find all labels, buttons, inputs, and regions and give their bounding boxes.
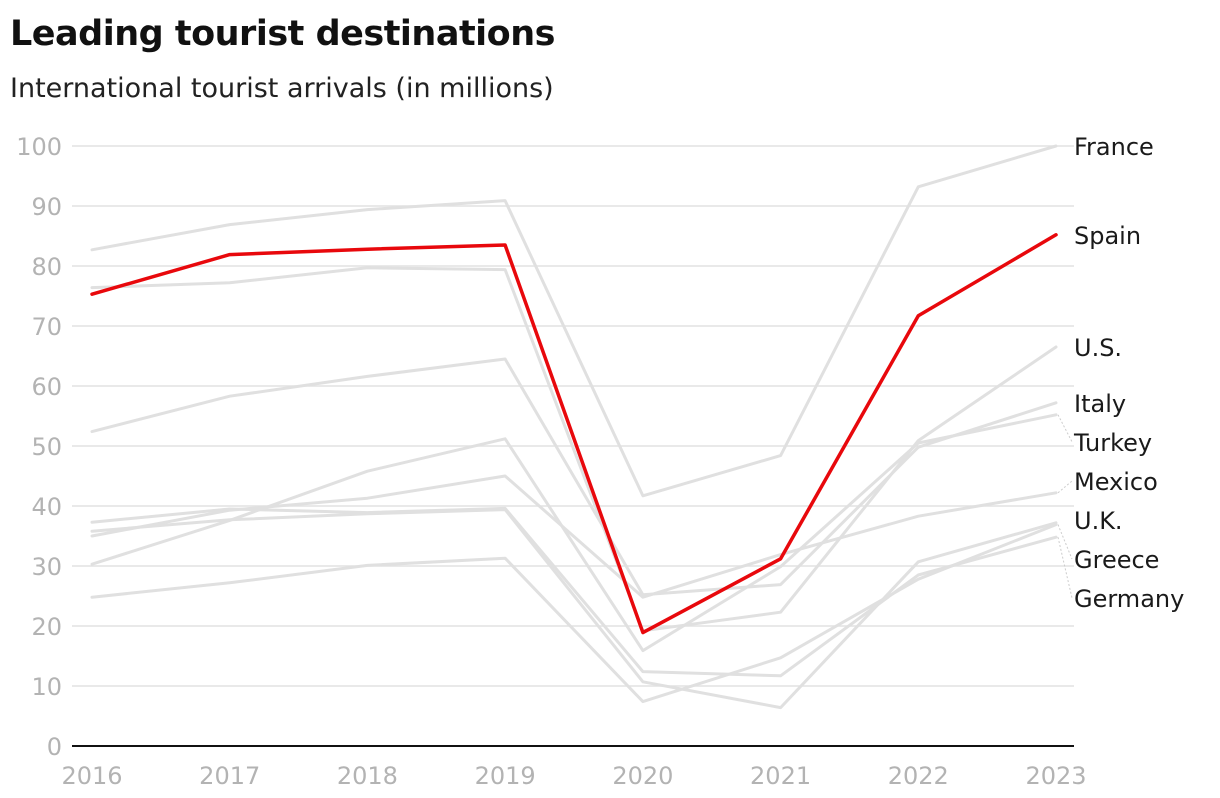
series-label-greece: Greece — [1074, 546, 1159, 574]
y-tick-label: 60 — [31, 373, 62, 401]
x-tick-label: 2021 — [750, 762, 811, 790]
label-leader-greece — [1057, 524, 1073, 560]
y-tick-label: 30 — [31, 553, 62, 581]
x-tick-label: 2023 — [1025, 762, 1086, 790]
series-line-spain — [90, 233, 1058, 635]
y-tick-label: 0 — [47, 733, 62, 761]
label-leader-germany — [1057, 537, 1073, 599]
y-tick-label: 20 — [31, 613, 62, 641]
y-tick-label: 10 — [31, 673, 62, 701]
series-label-turkey: Turkey — [1073, 429, 1152, 457]
y-tick-label: 70 — [31, 313, 62, 341]
x-tick-label: 2016 — [61, 762, 122, 790]
x-tick-label: 2020 — [612, 762, 673, 790]
chart-title: Leading tourist destinations — [10, 14, 555, 54]
series-lines — [90, 144, 1058, 710]
series-label-france: France — [1074, 133, 1154, 161]
y-tick-label: 100 — [16, 133, 62, 161]
series-line-greece — [90, 523, 1058, 704]
series-label-u-s: U.S. — [1074, 334, 1122, 362]
series-line-france — [90, 144, 1058, 498]
y-tick-label: 50 — [31, 433, 62, 461]
series-label-mexico: Mexico — [1074, 468, 1158, 496]
series-label-spain: Spain — [1074, 222, 1141, 250]
series-line-turkey — [90, 413, 1058, 653]
y-tick-label: 80 — [31, 253, 62, 281]
label-leader-turkey — [1057, 414, 1073, 443]
chart-subtitle: International tourist arrivals (in milli… — [10, 73, 554, 104]
y-tick-label: 40 — [31, 493, 62, 521]
x-tick-label: 2018 — [337, 762, 398, 790]
label-leader-mexico — [1057, 480, 1073, 494]
x-tick-label: 2019 — [475, 762, 536, 790]
axes: 0 10 20 30 40 50 60 70 80 90 100 2016 2017 2018 2019 20… — [16, 133, 1086, 790]
series-line-u-k — [90, 508, 1058, 710]
series-line-germany — [90, 506, 1058, 678]
grid-lines — [72, 145, 1074, 687]
series-line-italy — [90, 357, 1058, 597]
x-tick-label: 2022 — [888, 762, 949, 790]
series-label-u-k: U.K. — [1074, 507, 1123, 535]
series-labels: France Spain U.S. Italy Turkey Mexico U.K. Gree… — [1057, 133, 1184, 613]
y-tick-label: 90 — [31, 193, 62, 221]
series-label-italy: Italy — [1074, 390, 1126, 418]
x-tick-label: 2017 — [199, 762, 260, 790]
series-label-germany: Germany — [1074, 585, 1184, 613]
